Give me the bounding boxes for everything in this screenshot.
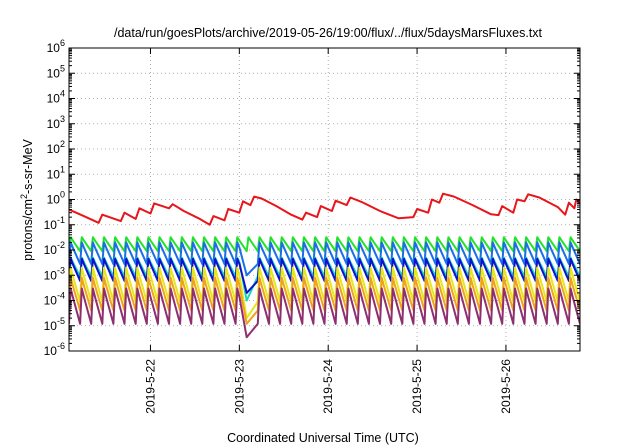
y-axis-title-main: protons/cm (21, 199, 35, 261)
y-tick-label: 101 (47, 164, 65, 181)
series-line-1 (69, 192, 580, 226)
x-tick-label: 2019-5-22 (143, 359, 157, 414)
y-axis-title: protons/cm2-s-sr-MeV (19, 138, 35, 260)
x-axis-ticks: 2019-5-22 2019-5-23 2019-5-24 2019-5-25 2019… (143, 48, 513, 414)
series-line-2 (69, 236, 580, 253)
x-tick-label: 2019-5-23 (232, 359, 246, 414)
x-tick-label: 2019-5-24 (321, 359, 335, 414)
y-tick-label: 10-4 (44, 291, 65, 308)
y-tick-label: 10-3 (44, 265, 65, 282)
series-line-8 (69, 287, 580, 339)
y-tick-label: 10-5 (44, 316, 65, 333)
y-tick-label: 100 (47, 190, 65, 207)
y-tick-label: 105 (47, 63, 65, 80)
y-axis-title-tail: -s-sr-MeV (21, 138, 35, 194)
y-tick-label: 106 (47, 38, 65, 55)
y-tick-label: 102 (47, 139, 65, 156)
y-tick-label: 10-1 (44, 215, 65, 232)
series-line-3 (69, 241, 580, 277)
y-tick-label: 104 (47, 89, 65, 106)
y-tick-label: 10-2 (44, 240, 65, 257)
x-axis-title: Coordinated Universal Time (UTC) (227, 431, 419, 445)
y-axis-ticks: 10-6 10-5 10-4 10-3 10-2 10-1 100 101 102 103 104 1… (44, 38, 580, 358)
x-tick-label: 2019-5-25 (410, 359, 424, 414)
y-axis-title-sup: 2 (19, 194, 29, 199)
chart-title: /data/run/goesPlots/archive/2019-05-26/1… (114, 26, 543, 40)
y-tick-label: 10-6 (44, 341, 65, 358)
x-tick-label: 2019-5-26 (499, 359, 513, 414)
series-lines (69, 192, 580, 339)
y-tick-label: 103 (47, 114, 65, 131)
